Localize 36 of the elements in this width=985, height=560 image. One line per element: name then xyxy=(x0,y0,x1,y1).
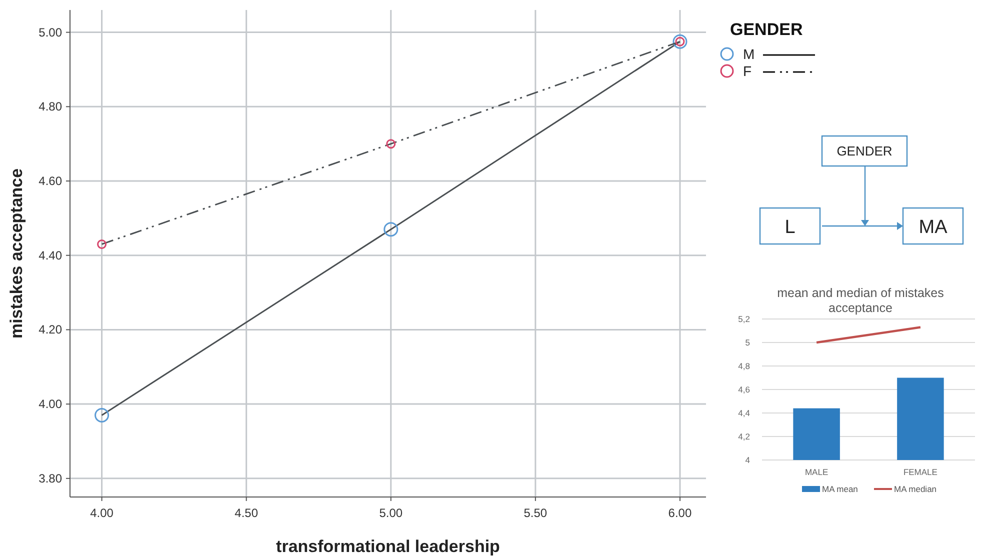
legend-title: GENDER xyxy=(730,20,803,39)
y-tick-label: 5,2 xyxy=(738,314,750,324)
y-tick-label: 4.20 xyxy=(38,322,62,337)
text: MA xyxy=(918,216,948,238)
point xyxy=(94,408,110,422)
y-tick-label: 3.80 xyxy=(38,471,62,486)
x-axis-title: transformational leadership xyxy=(276,537,500,556)
y-tick-label: 4.00 xyxy=(38,397,62,412)
legend-label: M xyxy=(743,46,755,62)
y-tick-label: 4,6 xyxy=(738,384,750,394)
legend-label: F xyxy=(743,63,752,79)
legend-label: MA median xyxy=(894,484,937,494)
x-tick-label: MALE xyxy=(804,467,828,477)
x-tick-label: 4.50 xyxy=(234,506,258,520)
y-tick-label: 5.00 xyxy=(38,25,62,40)
point xyxy=(386,139,396,149)
y-axis-title: mistakes acceptance xyxy=(7,168,26,339)
x-tick-label: 4.00 xyxy=(90,506,114,520)
y-tick-label: 4 xyxy=(745,455,750,465)
text: L xyxy=(784,216,796,238)
y-tick-label: 4,4 xyxy=(738,408,750,418)
y-tick-label: 4.80 xyxy=(38,100,62,114)
y-tick-label: 4.60 xyxy=(38,174,62,188)
y-tick-label: 5 xyxy=(745,338,750,348)
x-tick-label: 6.00 xyxy=(668,506,692,520)
y-tick-label: 4,2 xyxy=(738,432,750,442)
point xyxy=(97,239,107,249)
chart-title: mean and median of mistakes acceptance xyxy=(777,286,944,315)
point xyxy=(384,222,398,237)
y-tick-label: 4,8 xyxy=(738,361,750,371)
x-tick-label: FEMALE xyxy=(903,467,938,477)
y-tick-label: 4.40 xyxy=(38,248,62,262)
x-tick-label: 5.50 xyxy=(524,506,548,520)
legend-label: MA mean xyxy=(822,484,858,494)
x-tick-label: 5.00 xyxy=(379,506,403,520)
text: GENDER xyxy=(836,144,892,159)
